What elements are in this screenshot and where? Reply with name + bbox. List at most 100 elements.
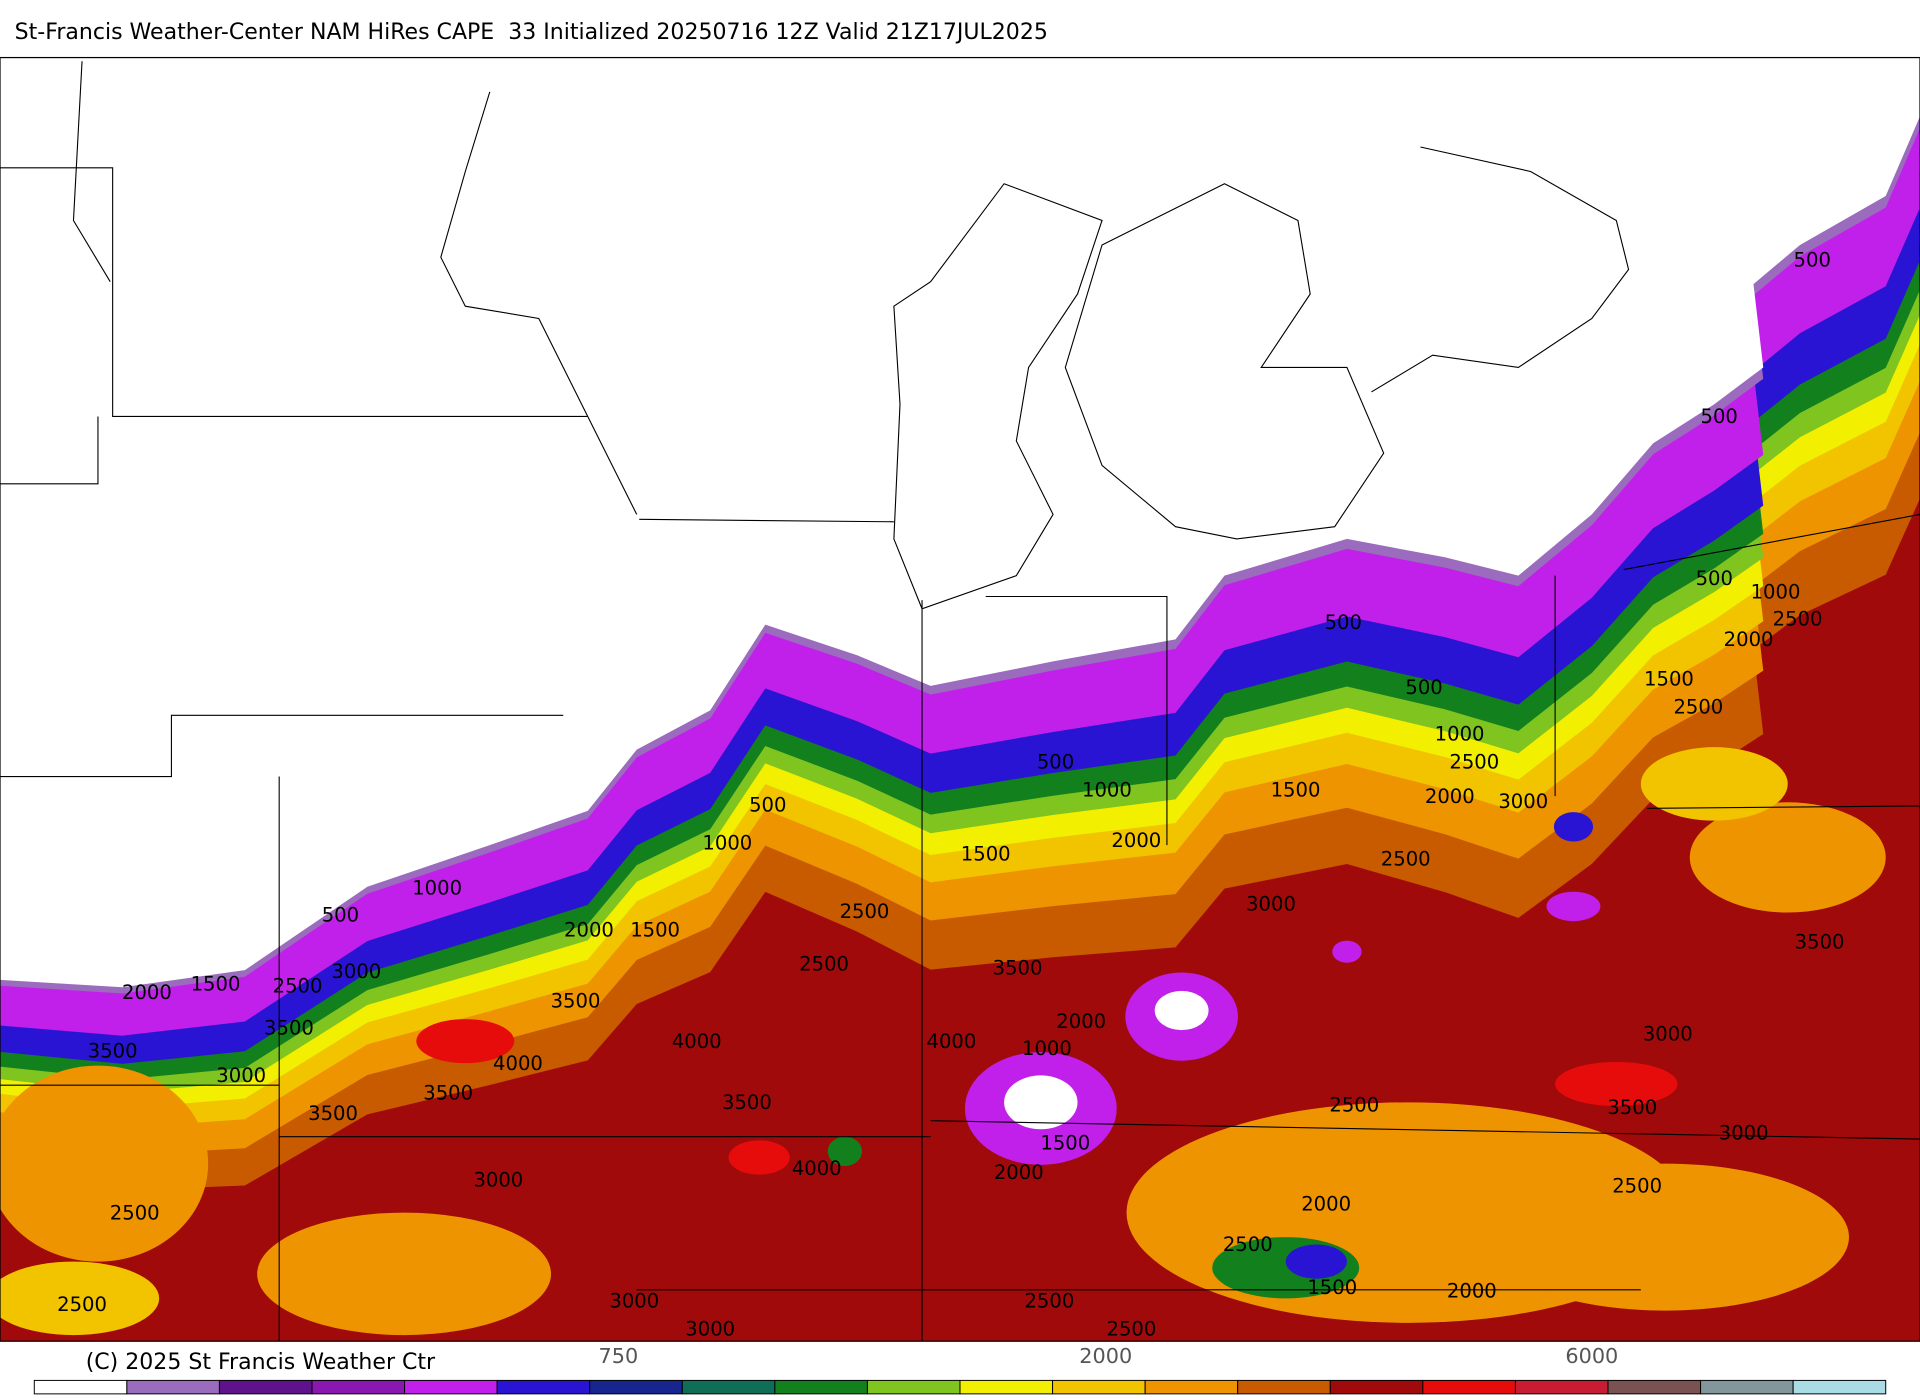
colorbar-swatch (496, 1379, 591, 1395)
colorbar: 750 2000 6000 (33, 1344, 1887, 1395)
contour-label: 4000 (672, 1030, 722, 1053)
contour-label: 3500 (264, 1016, 314, 1039)
colorbar-label: 2000 (1079, 1344, 1132, 1368)
colorbar-swatch (218, 1379, 313, 1395)
contour-label: 3000 (1498, 790, 1548, 813)
colorbar-swatch (1514, 1379, 1609, 1395)
contour-label: 500 (1037, 751, 1074, 774)
contour-label: 2500 (1381, 847, 1431, 870)
colorbar-swatch (774, 1379, 868, 1395)
boundary-line (985, 595, 1168, 846)
colorbar-swatch (1052, 1379, 1146, 1395)
boundary-line (0, 416, 99, 485)
colorbar-swatch (1329, 1379, 1424, 1395)
colorbar-swatch (1237, 1379, 1331, 1395)
boundary-line (1064, 183, 1385, 540)
contour-label: 3500 (308, 1102, 358, 1125)
contour-label: 500 (322, 904, 359, 927)
cape-cell (0, 1261, 160, 1336)
contour-label: 3500 (551, 989, 601, 1012)
contour-label: 2000 (564, 918, 614, 941)
contour-label: 2500 (1612, 1174, 1662, 1197)
contour-label: 3500 (1607, 1096, 1657, 1119)
contour-label: 2000 (1301, 1193, 1351, 1216)
contour-label: 4000 (927, 1030, 977, 1053)
cape-cell (0, 1065, 209, 1262)
cape-cell (1004, 1075, 1078, 1130)
contour-label: 2000 (1056, 1010, 1106, 1033)
contour-label: 3500 (1795, 931, 1845, 954)
cape-cell (1553, 812, 1594, 842)
contour-label: 2500 (1107, 1318, 1157, 1341)
contour-label: 1000 (1022, 1037, 1072, 1060)
colorbar-swatch (1607, 1379, 1702, 1395)
colorbar-swatch (1422, 1379, 1516, 1395)
contour-label: 3000 (1719, 1122, 1769, 1145)
contour-label: 500 (1405, 676, 1442, 699)
contour-label: 2500 (273, 975, 323, 998)
colorbar-label: 750 (599, 1344, 639, 1368)
colorbar-swatch (311, 1379, 406, 1395)
contour-label: 2500 (799, 953, 849, 976)
contour-label: 2500 (1673, 695, 1723, 718)
colorbar-swatch (1700, 1379, 1794, 1395)
contour-label: 2000 (122, 981, 172, 1004)
contour-label: 1000 (412, 877, 462, 900)
boundary-line (1371, 146, 1630, 393)
contour-label: 3500 (88, 1040, 138, 1063)
map-frame (0, 56, 1920, 1342)
contour-label: 2500 (840, 900, 890, 923)
colorbar-swatch (404, 1379, 498, 1395)
colorbar-swatch (589, 1379, 683, 1395)
contour-label: 1000 (1751, 580, 1801, 603)
map-area: 500 500 500 1000 2500 2000 500 500 1500 2500 1000 2… (0, 57, 1920, 1342)
colorbar-swatch (959, 1379, 1054, 1395)
boundary-line (440, 91, 638, 515)
cape-field (0, 57, 1920, 1342)
colorbar-swatch (681, 1379, 776, 1395)
boundary-line (0, 167, 588, 417)
colorbar-label: 6000 (1565, 1344, 1618, 1368)
contour-label: 2500 (1329, 1094, 1379, 1117)
contour-label: 1000 (1082, 779, 1132, 802)
contour-label: 2500 (1773, 607, 1823, 630)
contour-label: 1000 (1435, 722, 1485, 745)
contour-label: 2500 (1223, 1233, 1273, 1256)
contour-label: 2000 (1447, 1280, 1497, 1303)
contour-label: 500 (749, 793, 786, 816)
colorbar-swatch (33, 1379, 128, 1395)
colorbar-swatch (126, 1379, 220, 1395)
contour-label: 1500 (191, 972, 241, 995)
contour-label: 2500 (1449, 751, 1499, 774)
boundary-line (1646, 805, 1920, 809)
contour-label: 1500 (961, 842, 1011, 865)
colorbar-swatch (1144, 1379, 1239, 1395)
contour-label: 1500 (630, 918, 680, 941)
contour-label: 2000 (1425, 785, 1475, 808)
contour-label: 500 (1696, 567, 1733, 590)
colorbar-swatch (866, 1379, 961, 1395)
cape-cell (416, 1019, 515, 1064)
contour-label: 2000 (1111, 829, 1161, 852)
contour-label: 1500 (1644, 667, 1694, 690)
boundary-line (0, 714, 564, 778)
contour-label: 1500 (1271, 779, 1321, 802)
contour-label: 3000 (685, 1318, 735, 1341)
contour-label: 4000 (493, 1052, 543, 1075)
contour-label: 3000 (1246, 893, 1296, 916)
contour-label: 500 (1794, 248, 1831, 271)
contour-label: 3500 (722, 1091, 772, 1114)
cape-cell (257, 1212, 552, 1336)
cape-cell (1546, 891, 1601, 922)
colorbar-swatch (1792, 1379, 1887, 1395)
contour-label: 2500 (1024, 1290, 1074, 1313)
contour-label: 2000 (994, 1161, 1044, 1184)
cape-cell (1481, 1163, 1849, 1311)
map-title: St-Francis Weather-Center NAM HiRes CAPE… (15, 20, 1048, 45)
contour-label: 500 (1700, 405, 1737, 428)
contour-label: 2500 (110, 1201, 160, 1224)
contour-label: 1000 (702, 831, 752, 854)
boundary-line (930, 1120, 1920, 1140)
